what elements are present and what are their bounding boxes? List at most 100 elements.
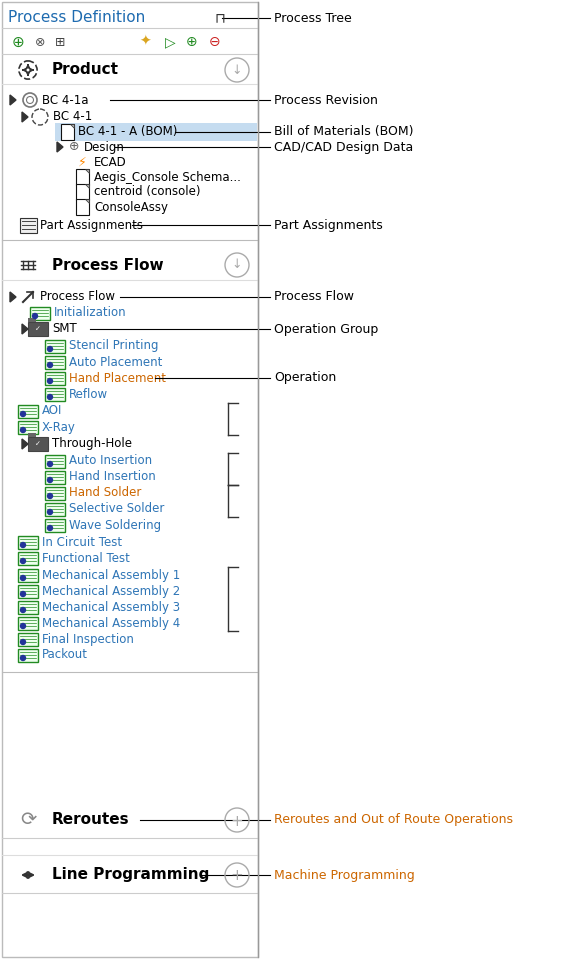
Polygon shape (57, 142, 63, 152)
Circle shape (20, 411, 26, 416)
Bar (28, 318, 36, 322)
Polygon shape (22, 439, 28, 449)
Bar (18, 617, 38, 629)
Text: Process Flow: Process Flow (40, 291, 115, 303)
Bar (18, 420, 38, 433)
Bar (18, 584, 38, 597)
Polygon shape (10, 95, 16, 105)
Circle shape (47, 478, 53, 482)
Text: ⊗: ⊗ (35, 35, 45, 49)
Circle shape (47, 526, 53, 530)
Text: Process Flow: Process Flow (274, 291, 354, 303)
Text: Line Programming: Line Programming (52, 868, 210, 882)
Text: Auto Placement: Auto Placement (69, 356, 162, 368)
Text: ✦: ✦ (139, 35, 151, 49)
Bar (45, 387, 65, 401)
Bar (61, 124, 74, 140)
Text: Final Inspection: Final Inspection (42, 633, 134, 645)
Circle shape (47, 461, 53, 466)
Circle shape (47, 509, 53, 514)
Bar (18, 569, 38, 581)
Text: Design: Design (84, 141, 125, 153)
Text: Part Assignments: Part Assignments (40, 219, 143, 231)
Bar (28, 437, 48, 451)
Text: ↓: ↓ (232, 63, 242, 77)
Circle shape (20, 575, 26, 580)
Text: Packout: Packout (42, 648, 88, 662)
Text: X-Ray: X-Ray (42, 420, 76, 433)
Circle shape (47, 394, 53, 400)
Text: Process Flow: Process Flow (52, 258, 164, 272)
Circle shape (20, 543, 26, 548)
Text: ECAD: ECAD (94, 155, 127, 169)
Text: Reroutes: Reroutes (52, 812, 130, 828)
Text: Operation: Operation (274, 371, 336, 385)
Bar (75, 199, 89, 215)
Bar (45, 339, 65, 353)
Bar (75, 169, 89, 185)
Polygon shape (22, 112, 28, 122)
Text: Stencil Printing: Stencil Printing (69, 339, 158, 353)
Text: Auto Insertion: Auto Insertion (69, 455, 152, 467)
Circle shape (47, 363, 53, 367)
Text: Mechanical Assembly 4: Mechanical Assembly 4 (42, 617, 180, 629)
Text: +: + (231, 813, 244, 829)
Text: ⊕: ⊕ (12, 35, 25, 50)
Circle shape (20, 623, 26, 628)
Circle shape (20, 428, 26, 433)
Circle shape (33, 314, 37, 318)
Text: Bill of Materials (BOM): Bill of Materials (BOM) (274, 126, 413, 138)
Circle shape (20, 558, 26, 564)
Text: ⊕: ⊕ (69, 141, 79, 153)
Bar (45, 471, 65, 483)
Bar (45, 486, 65, 500)
Circle shape (20, 656, 26, 661)
Bar (45, 519, 65, 531)
Text: ▷: ▷ (165, 35, 175, 49)
Bar (28, 322, 48, 336)
Bar (45, 356, 65, 368)
Bar (18, 633, 38, 645)
Text: Reroutes and Out of Route Operations: Reroutes and Out of Route Operations (274, 813, 513, 827)
Bar (45, 371, 65, 385)
Bar (55, 123, 257, 141)
Text: AOI: AOI (42, 405, 62, 417)
Text: Mechanical Assembly 3: Mechanical Assembly 3 (42, 600, 180, 614)
Text: Process Revision: Process Revision (274, 93, 378, 106)
Text: Operation Group: Operation Group (274, 322, 378, 336)
Text: Process Tree: Process Tree (274, 12, 352, 25)
Text: ↓: ↓ (232, 259, 242, 271)
Text: Wave Soldering: Wave Soldering (69, 519, 161, 531)
Text: ✓: ✓ (35, 326, 41, 332)
Text: Part Assignments: Part Assignments (274, 219, 383, 231)
Bar (18, 405, 38, 417)
Text: Selective Solder: Selective Solder (69, 503, 164, 516)
Polygon shape (85, 199, 89, 203)
Text: ⊞: ⊞ (55, 35, 65, 49)
Circle shape (20, 640, 26, 644)
Text: Hand Solder: Hand Solder (69, 486, 141, 500)
Text: SMT: SMT (52, 322, 77, 336)
Text: Hand Insertion: Hand Insertion (69, 471, 156, 483)
Text: Initialization: Initialization (54, 307, 127, 319)
Text: Reflow: Reflow (69, 387, 108, 401)
Bar (45, 455, 65, 467)
Bar (19, 218, 36, 232)
Text: ⊓: ⊓ (214, 11, 225, 25)
Text: centroid (console): centroid (console) (94, 185, 200, 199)
Text: +: + (231, 869, 244, 883)
Polygon shape (85, 184, 89, 188)
Polygon shape (10, 292, 16, 302)
Text: Functional Test: Functional Test (42, 551, 130, 565)
Bar (28, 433, 36, 437)
Text: ✓: ✓ (35, 441, 41, 447)
Circle shape (47, 379, 53, 384)
Text: ⟳: ⟳ (20, 810, 36, 830)
Bar (18, 648, 38, 662)
Text: Machine Programming: Machine Programming (274, 869, 415, 881)
Text: Aegis_Console Schema...: Aegis_Console Schema... (94, 171, 241, 183)
Bar (18, 551, 38, 565)
Text: BC 4-1: BC 4-1 (53, 110, 92, 124)
Text: ConsoleAssy: ConsoleAssy (94, 200, 168, 214)
Circle shape (20, 592, 26, 596)
